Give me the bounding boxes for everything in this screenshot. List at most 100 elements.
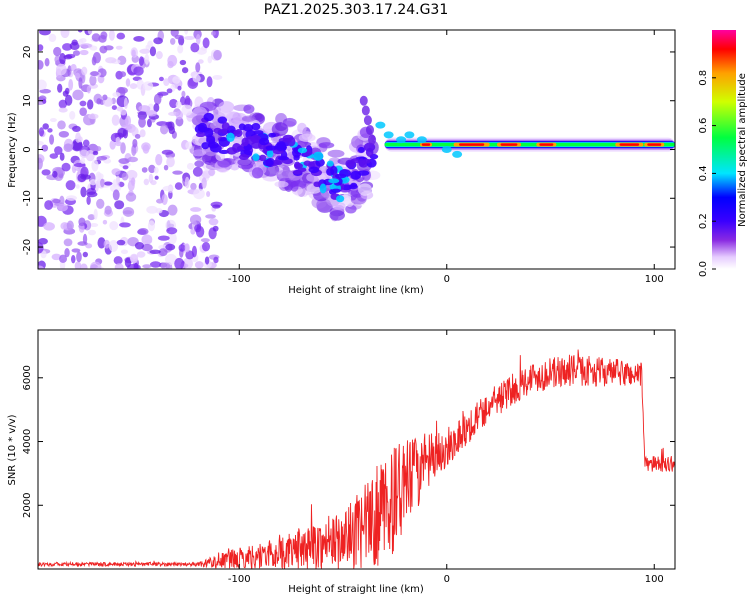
spectrogram-blob xyxy=(149,261,162,268)
stable-line-peak xyxy=(619,143,640,146)
spectrogram-blob xyxy=(64,94,73,106)
spectrogram-blob xyxy=(241,137,249,147)
spectrogram-blob xyxy=(184,243,190,253)
spectrogram-blob xyxy=(117,127,127,138)
spectrogram-blob xyxy=(172,76,181,84)
spectrogram-blob xyxy=(134,133,141,139)
spectrogram-blob xyxy=(153,93,162,105)
spectrogram-blob xyxy=(79,49,89,56)
spectrogram-blob xyxy=(136,251,146,258)
spectrogram-blob xyxy=(161,149,174,155)
top-y-axis-label: Frequency (Hz) xyxy=(7,112,18,188)
spectrogram-blob xyxy=(213,49,222,61)
spectrogram-blob xyxy=(80,43,92,49)
spectrogram-blob xyxy=(362,158,371,164)
spectrogram-blob xyxy=(363,115,372,126)
spectrogram-blob xyxy=(78,77,83,89)
top-x-axis-label: Height of straight line (km) xyxy=(288,285,424,296)
spectrogram-blob xyxy=(74,261,82,269)
x-tick-label: 0 xyxy=(444,274,450,285)
spectrogram-blob xyxy=(361,105,370,116)
spectrogram-blob xyxy=(147,118,152,128)
spectrogram-blob xyxy=(49,153,59,159)
spectrogram-blob xyxy=(162,185,174,192)
spectrogram-blob xyxy=(116,239,126,246)
spectrogram-blob xyxy=(122,207,135,217)
spectrogram-blob xyxy=(57,120,66,130)
spectrogram-blob xyxy=(123,97,128,110)
spectrogram-blob xyxy=(266,149,274,158)
spectrogram-blob xyxy=(181,90,186,98)
spectrogram-blob xyxy=(114,200,125,210)
spectrogram-blob xyxy=(42,99,47,104)
spectrogram-blob xyxy=(89,223,99,228)
spectrogram-blob xyxy=(115,45,123,50)
spectrogram-blob xyxy=(72,50,81,56)
spectrogram-blob xyxy=(294,163,303,169)
spectrogram-blob xyxy=(329,210,345,221)
spectrogram-blob xyxy=(318,142,335,149)
spectrogram-blob xyxy=(195,62,201,73)
spectrogram-blob xyxy=(226,132,235,142)
spectrogram-blob xyxy=(357,170,370,176)
spectrogram-blob xyxy=(102,219,108,225)
spectrogram-blob xyxy=(277,156,289,161)
spectrogram-blob xyxy=(82,233,88,245)
spectrogram-blob xyxy=(150,180,157,186)
spectrogram-blob xyxy=(146,205,158,214)
spectrogram-blob xyxy=(71,248,81,253)
spectrogram-blob xyxy=(122,165,129,170)
spectrogram-blob xyxy=(138,56,145,66)
spectrogram-blob xyxy=(113,256,123,265)
spectrogram-blob xyxy=(274,181,289,188)
spectrogram-blob xyxy=(192,166,203,177)
spectrogram-blob xyxy=(89,261,102,269)
spectrogram-blob xyxy=(175,110,184,120)
stable-line-peak xyxy=(421,143,431,146)
y-tick-label: -10 xyxy=(22,190,33,206)
colorbar-label: Normalized spectral amplitude xyxy=(737,73,748,227)
spectrogram-blob xyxy=(74,72,81,79)
spectrogram-blob xyxy=(201,142,210,150)
spectrogram-blob xyxy=(59,52,66,65)
spectrogram-blob xyxy=(155,207,163,214)
spectrogram-blob xyxy=(58,130,70,138)
spectrogram-blob xyxy=(174,34,184,40)
spectrogram-blob xyxy=(221,122,230,131)
spectrogram-blob xyxy=(142,81,154,91)
spectrogram-blob xyxy=(165,253,177,266)
spectrogram-blob xyxy=(125,78,131,87)
spectrogram-blob xyxy=(332,202,346,210)
spectrogram-blob xyxy=(345,204,357,214)
colorbar-ticks: 0.0 0.2 0.4 0.6 0.8 xyxy=(698,70,716,277)
spectrogram-blob xyxy=(194,261,204,269)
spectrogram-blob xyxy=(195,34,201,45)
spectrogram-blob xyxy=(253,130,264,135)
top-x-axis: -100 0 100 xyxy=(228,30,664,285)
spectrogram-blob xyxy=(64,248,70,258)
spectrogram-blob xyxy=(72,89,84,101)
spectrogram-blob xyxy=(114,141,122,147)
spectrogram-blob xyxy=(251,167,264,179)
spectrogram-blob xyxy=(87,214,96,221)
spectrogram-blob xyxy=(87,229,97,236)
chart-title: PAZ1.2025.303.17.24.G31 xyxy=(264,2,449,18)
spectrogram-blob xyxy=(185,141,193,150)
spectrogram-blob xyxy=(104,205,112,215)
spectrogram-blob xyxy=(59,254,68,264)
spectrogram-blob xyxy=(53,46,62,57)
spectrogram-blob xyxy=(303,160,312,166)
spectrogram-blob xyxy=(138,105,151,112)
spectrogram-blob xyxy=(297,167,307,172)
spectrogram-blob xyxy=(125,192,137,202)
spectrogram-blob xyxy=(137,227,149,236)
spectrogram-blob xyxy=(190,182,197,191)
spectrogram-blob xyxy=(133,66,144,76)
spectrogram-blob xyxy=(120,249,129,255)
spectrogram-blob xyxy=(170,38,176,45)
spectrogram-blob xyxy=(232,142,242,153)
spectrogram-blob xyxy=(158,248,168,257)
y-tick-label: 6000 xyxy=(22,365,33,390)
spectrogram-blob xyxy=(91,159,99,172)
